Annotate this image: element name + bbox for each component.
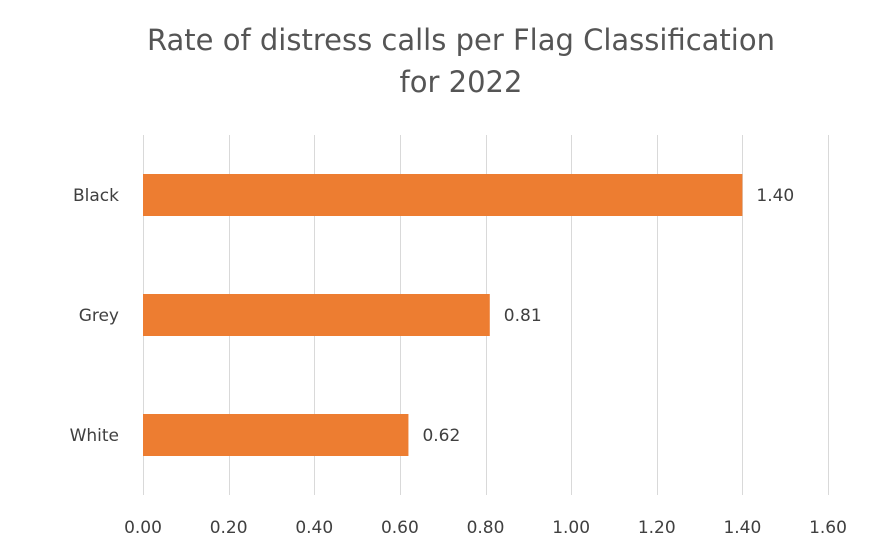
x-tick-label: 1.00 — [552, 518, 590, 538]
bars — [143, 174, 743, 456]
x-tick-label: 0.20 — [210, 518, 248, 538]
category-labels: Black Grey White — [70, 186, 120, 446]
chart-title: Rate of distress calls per Flag Classifi… — [147, 23, 775, 99]
data-labels: 1.40 0.81 0.62 — [422, 186, 794, 446]
data-label: 1.40 — [756, 186, 794, 206]
x-axis-tick-labels: 0.00 0.20 0.40 0.60 0.80 1.00 1.20 1.40 1.60 — [124, 518, 847, 538]
category-label: White — [70, 426, 119, 446]
chart-title-line-1: Rate of distress calls per Flag Classifi… — [147, 23, 775, 57]
chart-title-line-2: for 2022 — [400, 65, 523, 99]
x-tick-label: 1.60 — [809, 518, 847, 538]
data-label: 0.62 — [422, 426, 460, 446]
bar-white — [143, 414, 409, 456]
x-tick-label: 1.40 — [723, 518, 761, 538]
bar-grey — [143, 294, 490, 336]
category-label: Grey — [79, 306, 119, 326]
data-label: 0.81 — [504, 306, 542, 326]
x-tick-label: 0.80 — [467, 518, 505, 538]
category-label: Black — [73, 186, 119, 206]
x-tick-label: 0.60 — [381, 518, 419, 538]
bar-black — [143, 174, 743, 216]
x-tick-label: 0.00 — [124, 518, 162, 538]
x-tick-label: 0.40 — [295, 518, 333, 538]
x-tick-label: 1.20 — [638, 518, 676, 538]
